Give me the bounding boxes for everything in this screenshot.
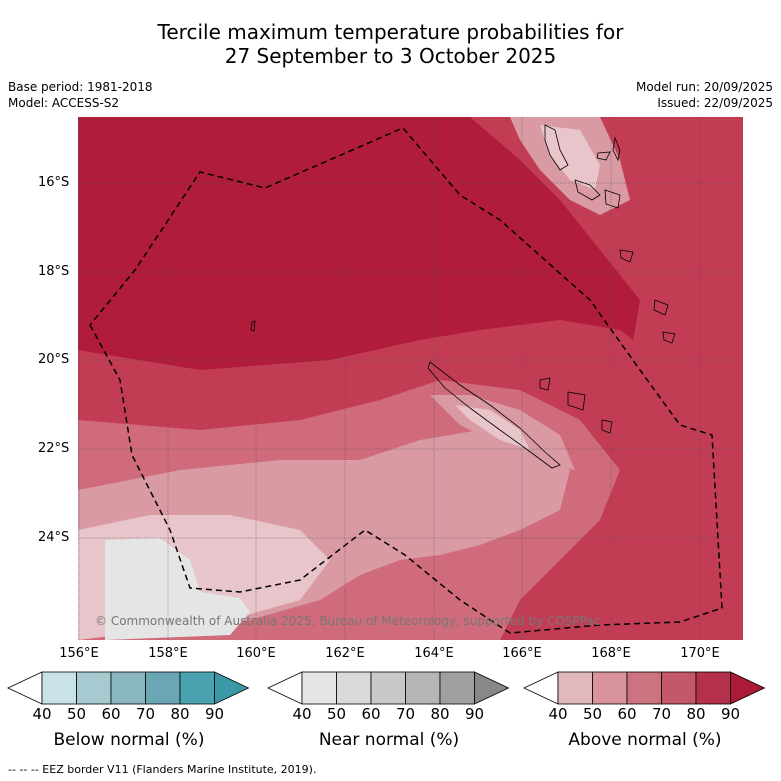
below-colorbar-segment [179, 671, 215, 705]
island-outline-6 [539, 377, 551, 391]
below-colorbar-segment [41, 671, 77, 705]
title-line-2: 27 September to 3 October 2025 [224, 44, 557, 68]
near-colorbar-tick: 70 [395, 705, 416, 723]
graticule [78, 117, 743, 640]
issued-date: Issued: 22/09/2025 [657, 96, 773, 110]
model-run: Model run: 20/09/2025 [635, 80, 773, 94]
above-colorbar-low-extend [523, 671, 559, 705]
above-colorbar-segment [557, 671, 593, 705]
island-outline-4 [653, 299, 669, 316]
near-colorbar-segment [336, 671, 372, 705]
below-colorbar-tick: 70 [135, 705, 156, 723]
region-near-40 [105, 538, 250, 640]
new-caledonia-outline [427, 361, 561, 469]
above-colorbar-segment [695, 671, 731, 705]
near-colorbar-low-extend [267, 671, 303, 705]
near-colorbar-segment [301, 671, 337, 705]
above-colorbar-segment [661, 671, 697, 705]
eez-footer: -- -- -- EEZ border V11 (Flanders Marine… [8, 763, 317, 776]
near-colorbar-tick: 40 [292, 705, 312, 723]
island-outline-8 [601, 419, 613, 434]
below-colorbar-segment [110, 671, 146, 705]
eez-border [89, 127, 723, 634]
lon-label-164e: 164°E [414, 646, 454, 661]
lon-label-156e: 156°E [59, 646, 99, 661]
lat-label-16s: 16°S [38, 175, 70, 190]
below-normal-label: Below normal (%) [53, 730, 205, 750]
near-colorbar-tick: 50 [326, 705, 347, 723]
lon-label-168e: 168°E [591, 646, 631, 661]
above-colorbar-high-extend [730, 671, 766, 705]
near-normal-label: Near normal (%) [318, 730, 460, 750]
lon-label-170e: 170°E [680, 646, 720, 661]
lat-label-22s: 22°S [38, 441, 70, 456]
below-colorbar-low-extend [7, 671, 43, 705]
near-colorbar-segment [439, 671, 475, 705]
below-colorbar-tick: 90 [204, 705, 225, 723]
lon-label-160e: 160°E [236, 646, 276, 661]
near-colorbar-tick: 90 [464, 705, 485, 723]
island-outline-9 [250, 320, 256, 332]
island-outline-5 [662, 331, 676, 344]
above-colorbar-segment [626, 671, 662, 705]
above-colorbar-segment [592, 671, 628, 705]
island-outline-3 [619, 249, 634, 263]
below-colorbar-segment [145, 671, 181, 705]
region-vanuatu-plume-inner [540, 125, 600, 190]
below-colorbar-segment [76, 671, 112, 705]
above-colorbar-tick: 90 [720, 705, 741, 723]
island-outline-2 [596, 151, 611, 161]
title-line-1: Tercile maximum temperature probabilitie… [157, 20, 624, 44]
near-colorbar-segment [405, 671, 441, 705]
above-colorbar-tick: 50 [582, 705, 603, 723]
lon-label-158e: 158°E [148, 646, 188, 661]
above-colorbar-tick: 60 [617, 705, 637, 723]
island-outline-1 [612, 136, 621, 162]
meta-right: Model run: 20/09/2025 Issued: 22/09/2025 [636, 79, 773, 111]
below-colorbar-tick: 80 [170, 705, 190, 723]
above-colorbar-tick: 40 [548, 705, 568, 723]
espiritu-santo-outline [544, 124, 569, 171]
below-colorbar-tick: 60 [101, 705, 121, 723]
near-colorbar-high-extend [474, 671, 510, 705]
above-normal-label: Above normal (%) [568, 730, 722, 750]
near-colorbar-segment [370, 671, 406, 705]
model-name: Model: ACCESS-S2 [8, 96, 120, 110]
near-colorbar-tick: 80 [430, 705, 450, 723]
chart-title: Tercile maximum temperature probabilitie… [0, 20, 781, 68]
lat-label-20s: 20°S [38, 352, 70, 367]
island-outline-7 [567, 391, 586, 411]
lon-label-162e: 162°E [325, 646, 365, 661]
base-period: Base period: 1981-2018 [8, 80, 153, 94]
lat-label-18s: 18°S [38, 264, 70, 279]
malekula-outline [574, 179, 601, 201]
below-colorbar-tick: 40 [32, 705, 52, 723]
near-colorbar-tick: 60 [361, 705, 381, 723]
meta-left: Base period: 1981-2018 Model: ACCESS-S2 [8, 79, 153, 111]
below-colorbar-high-extend [214, 671, 250, 705]
map-fill [78, 117, 743, 640]
copyright-notice: © Commonwealth of Australia 2025, Bureau… [95, 614, 601, 628]
region-nc-plume-inner [455, 405, 530, 450]
lat-label-24s: 24°S [38, 530, 70, 545]
below-colorbar-tick: 50 [66, 705, 87, 723]
efate-area-outline [604, 189, 621, 209]
above-colorbar-tick: 70 [651, 705, 672, 723]
above-colorbar-tick: 80 [686, 705, 706, 723]
lon-label-166e: 166°E [502, 646, 542, 661]
